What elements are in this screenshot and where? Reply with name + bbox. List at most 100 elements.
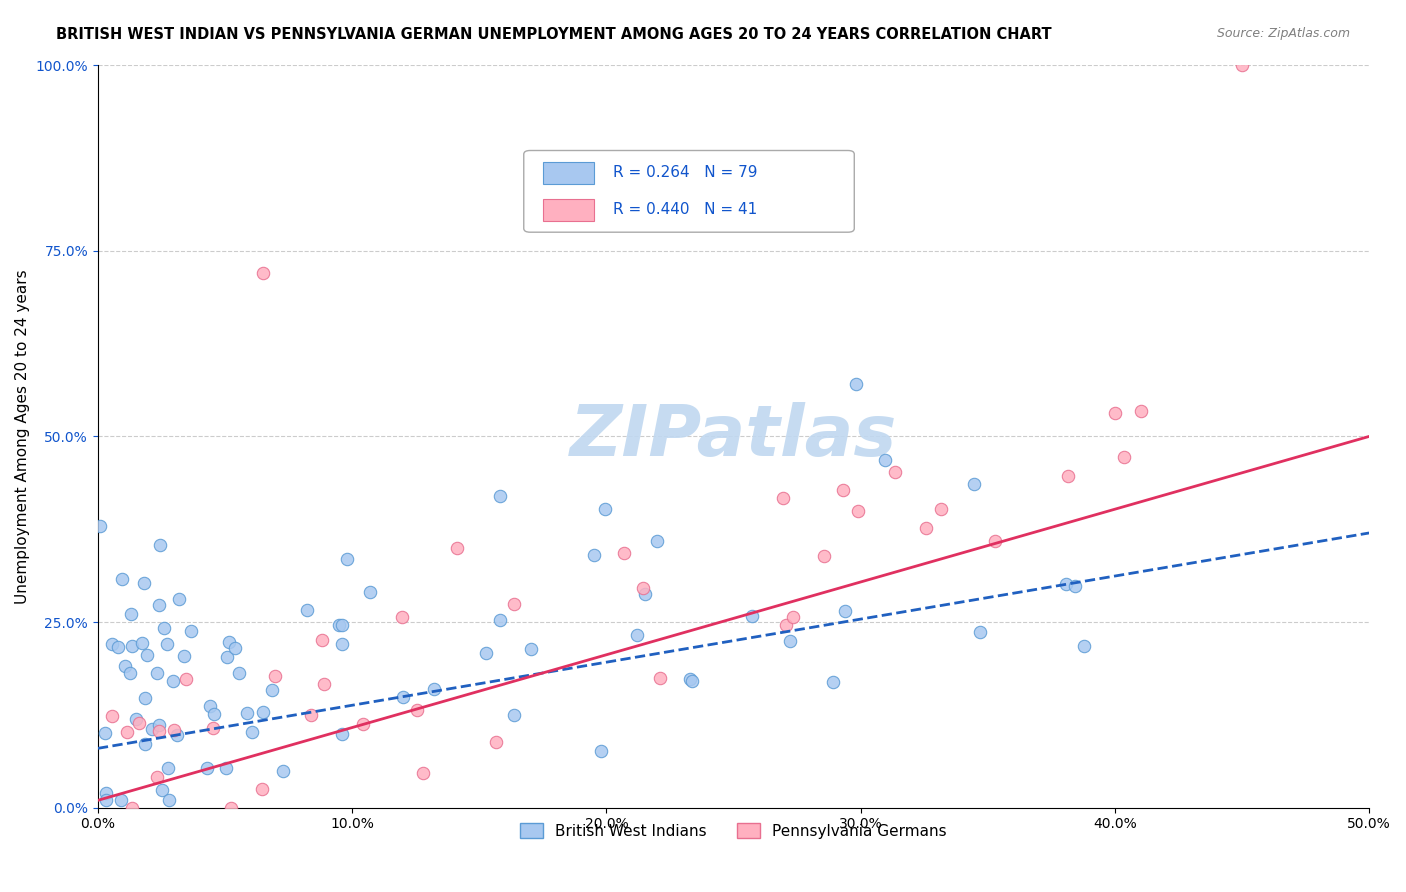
Point xyxy=(128,715,150,730)
Point xyxy=(412,765,434,780)
Point xyxy=(845,377,868,392)
Point xyxy=(583,548,606,562)
Point xyxy=(162,673,184,688)
Point xyxy=(134,737,156,751)
Text: R = 0.264   N = 79: R = 0.264 N = 79 xyxy=(613,165,758,180)
Point xyxy=(271,764,294,778)
Point xyxy=(149,538,172,552)
Text: R = 0.440   N = 41: R = 0.440 N = 41 xyxy=(613,202,756,218)
Point xyxy=(117,725,139,739)
Point xyxy=(648,671,671,685)
Point xyxy=(446,541,468,555)
Point xyxy=(295,602,318,616)
Point xyxy=(252,782,274,797)
Point xyxy=(134,691,156,706)
Point xyxy=(488,489,510,503)
Point xyxy=(301,708,323,723)
Point xyxy=(423,682,446,697)
Point xyxy=(1054,577,1077,591)
Point xyxy=(94,726,117,740)
Point xyxy=(125,712,148,726)
Point xyxy=(173,648,195,663)
Point xyxy=(1056,468,1078,483)
Point xyxy=(963,477,986,491)
FancyBboxPatch shape xyxy=(524,151,855,232)
Point xyxy=(148,723,170,738)
Point xyxy=(167,591,190,606)
Point xyxy=(150,783,173,797)
Point xyxy=(101,637,124,651)
Point xyxy=(157,761,180,775)
Point xyxy=(613,546,636,560)
Point xyxy=(875,453,897,467)
Point xyxy=(114,659,136,673)
FancyBboxPatch shape xyxy=(543,199,593,221)
Point xyxy=(330,617,353,632)
Point xyxy=(831,483,853,498)
Point xyxy=(883,466,905,480)
Point xyxy=(195,761,218,775)
Point xyxy=(89,518,111,533)
Point xyxy=(484,735,506,749)
Point xyxy=(218,634,240,648)
Point xyxy=(336,552,359,566)
Point xyxy=(312,677,335,691)
Point xyxy=(813,549,835,564)
Point xyxy=(200,698,222,713)
Point xyxy=(633,581,655,595)
Point xyxy=(1104,406,1126,420)
Point xyxy=(157,793,180,807)
Point xyxy=(120,607,142,622)
Point xyxy=(101,709,124,723)
Point xyxy=(134,576,156,591)
Point xyxy=(914,521,936,535)
Point xyxy=(224,640,246,655)
Point xyxy=(311,632,333,647)
Point xyxy=(359,585,381,599)
FancyBboxPatch shape xyxy=(543,161,593,184)
Point xyxy=(153,621,176,635)
Point xyxy=(741,608,763,623)
Point xyxy=(131,636,153,650)
Point xyxy=(202,706,225,721)
Point xyxy=(352,717,374,731)
Point xyxy=(107,640,129,654)
Text: BRITISH WEST INDIAN VS PENNSYLVANIA GERMAN UNEMPLOYMENT AMONG AGES 20 TO 24 YEAR: BRITISH WEST INDIAN VS PENNSYLVANIA GERM… xyxy=(56,27,1052,42)
Point xyxy=(221,801,243,815)
Point xyxy=(94,793,117,807)
Point xyxy=(589,744,612,758)
Point xyxy=(148,598,170,612)
Point xyxy=(392,690,415,705)
Point xyxy=(176,672,198,686)
Point xyxy=(328,618,350,632)
Point xyxy=(111,572,134,586)
Point xyxy=(240,724,263,739)
Point xyxy=(201,721,224,735)
Point xyxy=(180,624,202,638)
Point xyxy=(217,650,239,665)
Point xyxy=(1230,58,1253,72)
Point xyxy=(236,706,259,720)
Point xyxy=(252,266,274,280)
Point xyxy=(779,633,801,648)
Point xyxy=(166,728,188,742)
Point xyxy=(626,628,648,642)
Point xyxy=(1112,450,1135,464)
Point xyxy=(503,597,526,611)
Point xyxy=(519,641,541,656)
Point xyxy=(846,504,869,518)
Point xyxy=(1129,404,1152,418)
Text: ZIPatlas: ZIPatlas xyxy=(569,402,897,471)
Point xyxy=(330,637,353,651)
Point xyxy=(215,761,238,775)
Point xyxy=(121,801,143,815)
Point xyxy=(264,668,287,682)
Point xyxy=(1064,579,1087,593)
Point xyxy=(228,666,250,681)
Point xyxy=(679,673,702,687)
Point xyxy=(155,637,177,651)
Point xyxy=(489,613,512,627)
Point xyxy=(118,665,141,680)
Point xyxy=(929,501,952,516)
Y-axis label: Unemployment Among Ages 20 to 24 years: Unemployment Among Ages 20 to 24 years xyxy=(15,269,30,604)
